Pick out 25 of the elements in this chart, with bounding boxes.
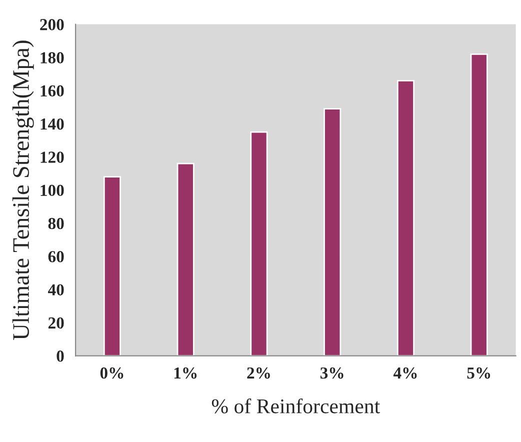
y-axis-title: Ultimate Tensile Strength(Mpa) <box>12 40 34 340</box>
y-tick-label: 0 <box>56 350 64 362</box>
x-tick-label: 3% <box>320 367 344 379</box>
bar <box>396 80 414 356</box>
y-tick-label: 140 <box>40 118 64 130</box>
y-tick-label: 80 <box>48 218 64 230</box>
y-tick-label: 120 <box>40 152 64 163</box>
bar <box>324 108 342 356</box>
x-tick-label: 1% <box>174 367 197 379</box>
x-tick-label: 2% <box>247 367 270 379</box>
y-tick-label: 180 <box>40 52 64 64</box>
y-tick-label: 160 <box>40 85 64 97</box>
x-tick-label: 4% <box>393 367 417 379</box>
y-tick-label: 200 <box>40 19 64 30</box>
x-axis-title: % of Reinforcement <box>212 398 380 414</box>
y-tick-label: 60 <box>48 251 64 262</box>
y-tick-label: 40 <box>48 284 64 296</box>
y-tick-label: 20 <box>48 317 64 329</box>
bar <box>470 53 488 356</box>
bar <box>176 162 194 356</box>
y-tick-label: 100 <box>40 184 64 196</box>
bar <box>250 131 268 356</box>
x-tick-label: 5% <box>467 367 490 379</box>
x-tick-label: 0% <box>100 367 124 379</box>
bar <box>103 176 121 356</box>
